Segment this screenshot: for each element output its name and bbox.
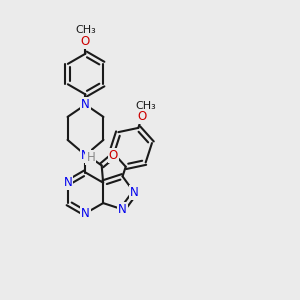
- Text: O: O: [81, 35, 90, 48]
- Text: N: N: [64, 176, 72, 189]
- Text: H: H: [86, 151, 95, 164]
- Text: CH₃: CH₃: [135, 100, 156, 111]
- Text: CH₃: CH₃: [75, 25, 96, 35]
- Text: N: N: [81, 98, 90, 111]
- Text: O: O: [137, 110, 147, 123]
- Text: N: N: [81, 207, 90, 220]
- Text: N: N: [130, 186, 139, 200]
- Text: N: N: [81, 149, 90, 162]
- Text: N: N: [118, 203, 127, 216]
- Text: O: O: [109, 149, 118, 162]
